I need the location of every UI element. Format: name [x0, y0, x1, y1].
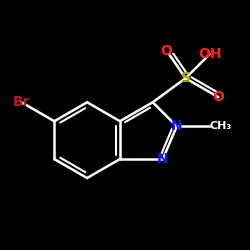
- Text: N: N: [171, 119, 182, 133]
- Text: O: O: [212, 90, 224, 104]
- Text: CH₃: CH₃: [210, 121, 232, 131]
- Text: OH: OH: [198, 47, 221, 61]
- Text: O: O: [161, 44, 172, 58]
- Text: Br: Br: [13, 95, 30, 109]
- Text: S: S: [180, 71, 190, 85]
- Text: N: N: [157, 152, 169, 166]
